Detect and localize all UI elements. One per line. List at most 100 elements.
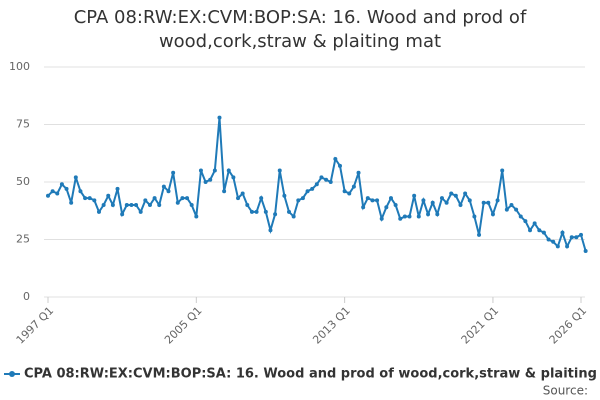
y-tick-label: 25	[16, 233, 30, 246]
point	[463, 191, 468, 196]
point	[189, 203, 194, 207]
x-tick-label: 2013 Q1	[310, 304, 353, 347]
y-tick-label: 50	[16, 175, 30, 188]
point	[342, 189, 347, 194]
point	[282, 193, 287, 198]
point	[546, 237, 551, 242]
point	[579, 232, 583, 237]
point	[296, 198, 301, 203]
y-tick-label: 100	[9, 60, 30, 73]
point	[328, 180, 333, 184]
point	[486, 200, 491, 205]
point	[551, 239, 556, 244]
point	[208, 177, 213, 182]
point	[453, 193, 458, 198]
point	[337, 163, 342, 168]
source-label: Source:	[543, 384, 588, 398]
point	[569, 235, 574, 240]
point	[166, 189, 171, 194]
point	[467, 198, 472, 203]
point	[583, 249, 588, 253]
point	[240, 191, 245, 196]
point	[120, 212, 125, 217]
point	[490, 212, 495, 217]
point	[147, 203, 152, 207]
chart-title: CPA 08:RW:EX:CVM:BOP:SA: 16. Wood and pr…	[73, 7, 527, 52]
point	[194, 214, 199, 219]
point	[430, 200, 435, 205]
point	[509, 203, 514, 207]
point	[143, 198, 148, 203]
point	[185, 196, 190, 201]
point	[300, 196, 305, 201]
point	[287, 209, 292, 214]
point	[518, 214, 523, 219]
point	[226, 168, 231, 173]
point	[212, 168, 217, 173]
point	[254, 209, 259, 214]
point	[249, 209, 254, 214]
point	[449, 191, 454, 196]
point	[263, 209, 268, 214]
point	[555, 244, 560, 249]
point	[291, 214, 296, 219]
point	[203, 180, 208, 184]
point	[171, 170, 176, 175]
point	[314, 182, 319, 187]
point	[259, 196, 264, 201]
point	[124, 203, 129, 207]
x-tick-label: 1997 Q1	[14, 304, 57, 347]
point	[83, 196, 88, 201]
point	[560, 230, 565, 235]
legend-marker	[9, 371, 15, 377]
point	[523, 219, 528, 224]
y-tick-label: 0	[23, 290, 30, 303]
point	[504, 207, 509, 212]
point	[412, 193, 417, 198]
point	[356, 170, 361, 175]
point	[268, 228, 273, 233]
x-tick-label: 2005 Q1	[162, 304, 205, 347]
point	[421, 198, 426, 203]
point	[175, 200, 180, 205]
point	[305, 189, 310, 194]
point	[388, 196, 393, 201]
point	[129, 203, 134, 207]
point	[347, 191, 352, 196]
point	[495, 198, 500, 203]
point	[407, 214, 412, 219]
point	[78, 189, 83, 194]
point	[365, 196, 370, 201]
point	[574, 235, 579, 240]
x-tick-label: 2021 Q1	[459, 304, 502, 347]
point	[402, 214, 407, 219]
point	[134, 203, 139, 207]
point	[514, 207, 519, 212]
point	[333, 157, 338, 161]
point	[398, 216, 403, 221]
point	[161, 184, 166, 189]
point	[180, 196, 185, 201]
point	[384, 205, 389, 210]
point	[198, 168, 203, 173]
point	[64, 186, 69, 191]
point	[500, 168, 505, 173]
point	[439, 196, 444, 201]
point	[101, 203, 106, 207]
point	[379, 216, 384, 221]
point	[277, 168, 282, 173]
point	[138, 209, 143, 214]
point	[110, 203, 115, 207]
point	[477, 232, 482, 237]
point	[416, 214, 421, 219]
point	[236, 196, 241, 201]
point	[319, 175, 324, 180]
point	[528, 228, 533, 233]
point	[481, 200, 486, 205]
point	[152, 196, 157, 201]
point	[217, 115, 222, 120]
point	[393, 203, 398, 207]
point	[59, 182, 64, 187]
